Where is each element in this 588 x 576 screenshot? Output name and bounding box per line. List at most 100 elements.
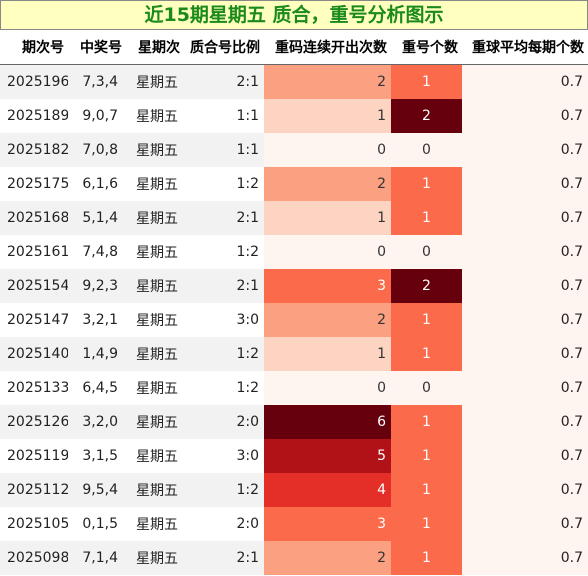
issue-cell: 2025175 xyxy=(0,167,68,201)
avg-cell: 0.7 xyxy=(462,439,588,473)
table-row: 2025182 7,0,8 星期五 1:1 0 0 0.7 xyxy=(0,133,588,167)
weekday-cell: 星期五 xyxy=(126,133,184,167)
ratio-cell: 2:1 xyxy=(184,269,264,303)
weekday-cell: 星期五 xyxy=(126,235,184,269)
consec-cell: 2 xyxy=(264,541,391,575)
avg-cell: 0.7 xyxy=(462,405,588,439)
ratio-cell: 1:2 xyxy=(184,371,264,405)
avg-cell: 0.7 xyxy=(462,507,588,541)
numbers-cell: 7,1,4 xyxy=(68,541,126,575)
repeat-cell: 1 xyxy=(391,337,462,371)
weekday-cell: 星期五 xyxy=(126,167,184,201)
ratio-cell: 1:1 xyxy=(184,133,264,167)
ratio-cell: 2:1 xyxy=(184,64,264,99)
table-body: 2025196 7,3,4 星期五 2:1 2 1 0.7 2025189 9,0,7 星期五 1:… xyxy=(0,64,588,575)
numbers-cell: 7,3,4 xyxy=(68,64,126,99)
ratio-cell: 1:2 xyxy=(184,167,264,201)
consec-cell: 3 xyxy=(264,507,391,541)
avg-cell: 0.7 xyxy=(462,133,588,167)
numbers-cell: 9,5,4 xyxy=(68,473,126,507)
table-row: 2025098 7,1,4 星期五 2:1 2 1 0.7 xyxy=(0,541,588,575)
table-row: 2025112 9,5,4 星期五 1:2 4 1 0.7 xyxy=(0,473,588,507)
avg-cell: 0.7 xyxy=(462,269,588,303)
issue-cell: 2025105 xyxy=(0,507,68,541)
header-consec: 重码连续开出次数 xyxy=(264,30,391,65)
avg-cell: 0.7 xyxy=(462,371,588,405)
numbers-cell: 6,4,5 xyxy=(68,371,126,405)
weekday-cell: 星期五 xyxy=(126,439,184,473)
repeat-cell: 1 xyxy=(391,201,462,235)
table-row: 2025154 9,2,3 星期五 2:1 3 2 0.7 xyxy=(0,269,588,303)
ratio-cell: 2:0 xyxy=(184,507,264,541)
consec-cell: 4 xyxy=(264,473,391,507)
repeat-cell: 0 xyxy=(391,133,462,167)
table-row: 2025168 5,1,4 星期五 2:1 1 1 0.7 xyxy=(0,201,588,235)
consec-cell: 0 xyxy=(264,235,391,269)
ratio-cell: 2:1 xyxy=(184,201,264,235)
page-title: 近15期星期五 质合，重号分析图示 xyxy=(0,0,588,30)
repeat-cell: 0 xyxy=(391,371,462,405)
numbers-cell: 6,1,6 xyxy=(68,167,126,201)
repeat-cell: 1 xyxy=(391,541,462,575)
issue-cell: 2025147 xyxy=(0,303,68,337)
table-row: 2025189 9,0,7 星期五 1:1 1 2 0.7 xyxy=(0,99,588,133)
issue-cell: 2025112 xyxy=(0,473,68,507)
issue-cell: 2025189 xyxy=(0,99,68,133)
weekday-cell: 星期五 xyxy=(126,541,184,575)
weekday-cell: 星期五 xyxy=(126,507,184,541)
repeat-cell: 1 xyxy=(391,64,462,99)
consec-cell: 2 xyxy=(264,167,391,201)
numbers-cell: 7,0,8 xyxy=(68,133,126,167)
numbers-cell: 7,4,8 xyxy=(68,235,126,269)
avg-cell: 0.7 xyxy=(462,473,588,507)
weekday-cell: 星期五 xyxy=(126,269,184,303)
consec-cell: 2 xyxy=(264,303,391,337)
avg-cell: 0.7 xyxy=(462,167,588,201)
table-row: 2025196 7,3,4 星期五 2:1 2 1 0.7 xyxy=(0,64,588,99)
table-row: 2025140 1,4,9 星期五 1:2 1 1 0.7 xyxy=(0,337,588,371)
issue-cell: 2025182 xyxy=(0,133,68,167)
weekday-cell: 星期五 xyxy=(126,473,184,507)
avg-cell: 0.7 xyxy=(462,99,588,133)
weekday-cell: 星期五 xyxy=(126,405,184,439)
issue-cell: 2025126 xyxy=(0,405,68,439)
issue-cell: 2025133 xyxy=(0,371,68,405)
ratio-cell: 2:1 xyxy=(184,541,264,575)
weekday-cell: 星期五 xyxy=(126,201,184,235)
repeat-cell: 1 xyxy=(391,405,462,439)
consec-cell: 6 xyxy=(264,405,391,439)
avg-cell: 0.7 xyxy=(462,541,588,575)
consec-cell: 1 xyxy=(264,337,391,371)
repeat-cell: 1 xyxy=(391,303,462,337)
repeat-cell: 1 xyxy=(391,439,462,473)
table-row: 2025133 6,4,5 星期五 1:2 0 0 0.7 xyxy=(0,371,588,405)
header-ratio: 质合号比例 xyxy=(184,30,264,65)
weekday-cell: 星期五 xyxy=(126,64,184,99)
issue-cell: 2025154 xyxy=(0,269,68,303)
weekday-cell: 星期五 xyxy=(126,371,184,405)
repeat-cell: 1 xyxy=(391,473,462,507)
header-repeat: 重号个数 xyxy=(391,30,462,65)
avg-cell: 0.7 xyxy=(462,64,588,99)
avg-cell: 0.7 xyxy=(462,201,588,235)
header-row: 期次号 中奖号 星期次 质合号比例 重码连续开出次数 重号个数 重球平均每期个数 xyxy=(0,30,588,65)
numbers-cell: 3,2,1 xyxy=(68,303,126,337)
ratio-cell: 2:0 xyxy=(184,405,264,439)
numbers-cell: 5,1,4 xyxy=(68,201,126,235)
consec-cell: 1 xyxy=(264,99,391,133)
consec-cell: 1 xyxy=(264,201,391,235)
avg-cell: 0.7 xyxy=(462,303,588,337)
numbers-cell: 9,0,7 xyxy=(68,99,126,133)
weekday-cell: 星期五 xyxy=(126,303,184,337)
table-row: 2025161 7,4,8 星期五 1:2 0 0 0.7 xyxy=(0,235,588,269)
issue-cell: 2025098 xyxy=(0,541,68,575)
ratio-cell: 3:0 xyxy=(184,439,264,473)
avg-cell: 0.7 xyxy=(462,337,588,371)
header-avg: 重球平均每期个数 xyxy=(462,30,588,65)
consec-cell: 0 xyxy=(264,371,391,405)
numbers-cell: 3,2,0 xyxy=(68,405,126,439)
avg-cell: 0.7 xyxy=(462,235,588,269)
repeat-cell: 2 xyxy=(391,269,462,303)
consec-cell: 3 xyxy=(264,269,391,303)
consec-cell: 5 xyxy=(264,439,391,473)
